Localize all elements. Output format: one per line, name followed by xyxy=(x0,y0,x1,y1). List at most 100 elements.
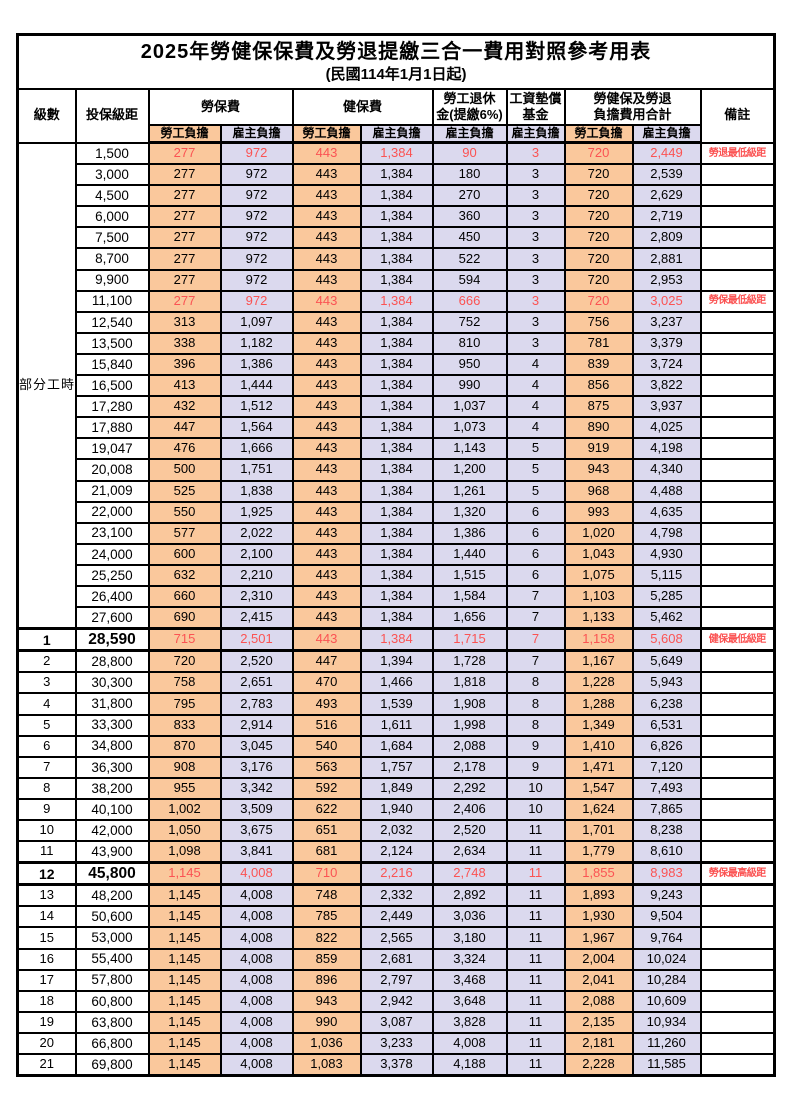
cell-health-employer: 1,940 xyxy=(359,797,434,822)
cell-total-employee: 919 xyxy=(563,437,634,461)
cell-health-employee: 443 xyxy=(291,584,362,609)
cell-wage-fund-employer: 3 xyxy=(505,247,566,271)
cell-labor-employee: 833 xyxy=(147,713,222,737)
cell-total-employer: 5,943 xyxy=(631,671,702,695)
cell-pension-employer: 1,908 xyxy=(431,692,508,716)
cell-health-employee: 443 xyxy=(291,310,362,334)
cell-health-employer: 1,384 xyxy=(359,289,434,313)
cell-health-employer: 1,384 xyxy=(359,141,434,166)
cell-pension-employer: 594 xyxy=(431,268,508,292)
cell-wage-fund-employer: 6 xyxy=(505,542,566,566)
header-row-groups: 級數 投保級距 勞保費 健保費 勞工退休 金(提繳6%) 工資墊償 基金 勞健保… xyxy=(16,88,776,144)
cell-health-employer: 2,332 xyxy=(359,883,434,908)
subheader-labor-employee: 勞工負擔 xyxy=(147,124,222,144)
cell-total-employee: 1,228 xyxy=(563,671,634,695)
table-row: 4,500 277 972 443 1,384 270 3 720 2,629 xyxy=(18,184,776,208)
cell-pension-employer: 950 xyxy=(431,352,508,377)
cell-total-employee: 1,930 xyxy=(563,905,634,929)
cell-total-employee: 1,043 xyxy=(563,542,634,566)
cell-wage-fund-employer: 3 xyxy=(505,205,566,229)
cell-wage-fund-employer: 11 xyxy=(505,861,566,887)
cell-total-employer: 6,238 xyxy=(631,692,702,716)
cell-remark xyxy=(699,395,776,419)
cell-labor-employee: 396 xyxy=(147,352,222,377)
cell-total-employee: 720 xyxy=(563,289,634,313)
cell-total-employer: 6,826 xyxy=(631,734,702,758)
cell-labor-employee: 720 xyxy=(147,649,222,674)
table-row: 19,047 476 1,666 443 1,384 1,143 5 919 4,198 xyxy=(18,437,776,461)
table-row: 7,500 277 972 443 1,384 450 3 720 2,809 xyxy=(18,226,776,250)
table-row: 26,400 660 2,310 443 1,384 1,584 7 1,103 5,285 xyxy=(18,584,776,609)
cell-total-employee: 1,967 xyxy=(563,926,634,950)
table-body: 部分工時 1,500 277 972 443 1,384 90 3 720 2,449 勞退最低級距… xyxy=(16,141,776,1077)
cell-insured-bracket: 36,300 xyxy=(74,755,150,779)
cell-pension-employer: 2,634 xyxy=(431,840,508,864)
cell-health-employer: 1,384 xyxy=(359,205,434,229)
cell-level: 14 xyxy=(16,905,77,929)
subheader-pension-employer: 雇主負擔 xyxy=(431,124,508,144)
table-row: 12 45,800 1,145 4,008 710 2,216 2,748 11 1,855 8,… xyxy=(16,861,776,887)
cell-health-employee: 443 xyxy=(291,458,362,482)
cell-health-employer: 1,384 xyxy=(359,521,434,545)
cell-insured-bracket: 40,100 xyxy=(74,797,150,822)
cell-pension-employer: 1,715 xyxy=(431,627,508,653)
cell-pension-employer: 1,200 xyxy=(431,458,508,482)
cell-labor-employee: 1,145 xyxy=(147,1053,222,1077)
table-row: 12,540 313 1,097 443 1,384 752 3 756 3,237 xyxy=(18,310,776,334)
cell-total-employer: 9,243 xyxy=(631,883,702,908)
cell-total-employee: 2,088 xyxy=(563,989,634,1013)
cell-total-employee: 1,288 xyxy=(563,692,634,716)
cell-insured-bracket: 28,590 xyxy=(74,627,150,653)
table-row: 1 28,590 715 2,501 443 1,384 1,715 7 1,158 5,608 健… xyxy=(16,627,776,653)
cell-level: 1 xyxy=(16,627,77,653)
cell-wage-fund-employer: 11 xyxy=(505,1053,566,1077)
cell-health-employer: 2,681 xyxy=(359,947,434,971)
cell-health-employer: 1,384 xyxy=(359,310,434,334)
pension-header-line1: 勞工退休 xyxy=(443,90,496,106)
cell-wage-fund-employer: 11 xyxy=(505,1010,566,1034)
cell-total-employer: 2,809 xyxy=(631,226,702,250)
cell-wage-fund-employer: 11 xyxy=(505,947,566,971)
cell-wage-fund-employer: 6 xyxy=(505,500,566,524)
cell-labor-employee: 1,098 xyxy=(147,840,222,864)
cell-total-employer: 7,493 xyxy=(631,776,702,800)
table-row: 5 33,300 833 2,914 516 1,611 1,998 8 1,349 6,531 xyxy=(16,713,776,737)
cell-health-employee: 622 xyxy=(291,797,362,822)
cell-level: 2 xyxy=(16,649,77,674)
table-row: 24,000 600 2,100 443 1,384 1,440 6 1,043 4,930 xyxy=(18,542,776,566)
cell-wage-fund-employer: 3 xyxy=(505,163,566,187)
cell-pension-employer: 1,818 xyxy=(431,671,508,695)
cell-pension-employer: 3,036 xyxy=(431,905,508,929)
cell-wage-fund-employer: 3 xyxy=(505,310,566,334)
cell-labor-employee: 338 xyxy=(147,331,222,355)
cell-wage-fund-employer: 11 xyxy=(505,1031,566,1056)
cell-total-employee: 720 xyxy=(563,268,634,292)
cell-total-employee: 1,779 xyxy=(563,840,634,864)
table-row: 8 38,200 955 3,342 592 1,849 2,292 10 1,547 7,493 xyxy=(16,776,776,800)
cell-pension-employer: 180 xyxy=(431,163,508,187)
cell-total-employer: 11,585 xyxy=(631,1053,702,1077)
cell-total-employer: 5,462 xyxy=(631,606,702,630)
cell-health-employee: 443 xyxy=(291,141,362,166)
cell-wage-fund-employer: 3 xyxy=(505,141,566,166)
cell-pension-employer: 3,468 xyxy=(431,968,508,992)
cell-level: 20 xyxy=(16,1031,77,1056)
cell-remark xyxy=(699,416,776,440)
cell-remark xyxy=(699,968,776,992)
page-title: 2025年勞健保保費及勞退提繳三合一費用對照參考用表 xyxy=(140,40,652,63)
cell-remark xyxy=(699,818,776,843)
cell-wage-fund-employer: 5 xyxy=(505,437,566,461)
cell-labor-employee: 795 xyxy=(147,692,222,716)
subheader-health-employee: 勞工負擔 xyxy=(291,124,362,144)
cell-health-employer: 2,449 xyxy=(359,905,434,929)
cell-health-employee: 563 xyxy=(291,755,362,779)
cell-insured-bracket: 28,800 xyxy=(74,649,150,674)
cell-labor-employer: 2,022 xyxy=(219,521,294,545)
cell-labor-employer: 2,783 xyxy=(219,692,294,716)
cell-remark xyxy=(699,331,776,355)
table-row: 3,000 277 972 443 1,384 180 3 720 2,539 xyxy=(18,163,776,187)
cell-labor-employer: 4,008 xyxy=(219,926,294,950)
cell-total-employee: 720 xyxy=(563,226,634,250)
cell-remark: 勞保最低級距 xyxy=(699,289,776,313)
